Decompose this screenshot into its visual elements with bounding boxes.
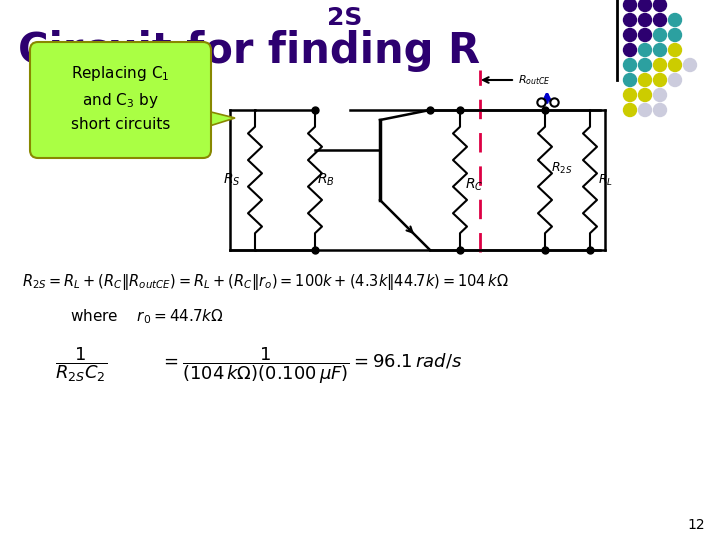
Polygon shape: [203, 110, 235, 128]
Circle shape: [654, 44, 667, 57]
Circle shape: [654, 73, 667, 86]
Circle shape: [624, 104, 636, 117]
Circle shape: [639, 14, 652, 26]
Circle shape: [639, 29, 652, 42]
Text: where $\quad r_0 = 44.7k\Omega$: where $\quad r_0 = 44.7k\Omega$: [70, 307, 224, 326]
Text: $R_S$: $R_S$: [223, 172, 241, 188]
Circle shape: [639, 73, 652, 86]
Circle shape: [668, 44, 682, 57]
Circle shape: [639, 0, 652, 11]
Circle shape: [639, 89, 652, 102]
Circle shape: [624, 14, 636, 26]
Text: $R_{2S} = R_L + (R_C \| R_{outCE}) = R_L + (R_C \| r_o) = 100k + (4.3k\|44.7k) =: $R_{2S} = R_L + (R_C \| R_{outCE}) = R_L…: [22, 272, 508, 292]
Circle shape: [624, 89, 636, 102]
Circle shape: [624, 58, 636, 71]
Circle shape: [668, 14, 682, 26]
Text: Circuit for finding R: Circuit for finding R: [18, 30, 480, 72]
Circle shape: [654, 14, 667, 26]
Circle shape: [654, 58, 667, 71]
Text: $R_B$: $R_B$: [317, 172, 335, 188]
Circle shape: [624, 73, 636, 86]
Circle shape: [624, 0, 636, 11]
Circle shape: [654, 89, 667, 102]
Text: $= \dfrac{1}{(104\,k\Omega)(0.100\,\mu F)} = 96.1\,rad/s$: $= \dfrac{1}{(104\,k\Omega)(0.100\,\mu F…: [160, 345, 462, 386]
Circle shape: [668, 29, 682, 42]
Circle shape: [639, 58, 652, 71]
FancyBboxPatch shape: [30, 42, 211, 158]
Circle shape: [654, 104, 667, 117]
Circle shape: [624, 44, 636, 57]
Text: $R_{outCE}$: $R_{outCE}$: [518, 73, 551, 87]
Text: 12: 12: [688, 518, 705, 532]
Text: $R_L$: $R_L$: [598, 172, 613, 187]
Circle shape: [683, 58, 696, 71]
Circle shape: [639, 104, 652, 117]
Text: $R_C$: $R_C$: [465, 177, 483, 193]
Circle shape: [668, 58, 682, 71]
Circle shape: [624, 29, 636, 42]
Circle shape: [654, 0, 667, 11]
Circle shape: [668, 73, 682, 86]
Text: $\dfrac{1}{R_{2S}C_2}$: $\dfrac{1}{R_{2S}C_2}$: [55, 345, 107, 383]
Circle shape: [654, 29, 667, 42]
Circle shape: [639, 44, 652, 57]
Text: $R_{2S}$: $R_{2S}$: [551, 160, 572, 176]
Text: 2S: 2S: [327, 6, 362, 30]
Text: Replacing C$_1$
and C$_3$ by
short circuits: Replacing C$_1$ and C$_3$ by short circu…: [71, 64, 170, 132]
